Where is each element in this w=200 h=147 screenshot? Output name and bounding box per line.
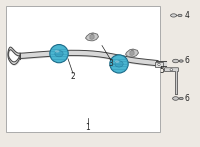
- Ellipse shape: [158, 63, 160, 66]
- Polygon shape: [90, 34, 94, 40]
- Polygon shape: [86, 33, 98, 41]
- Ellipse shape: [50, 45, 68, 63]
- Text: 5: 5: [160, 66, 164, 75]
- Ellipse shape: [115, 61, 123, 67]
- Bar: [6, 6, 160, 132]
- FancyBboxPatch shape: [165, 68, 178, 72]
- Text: 6: 6: [185, 94, 189, 103]
- Text: 4: 4: [185, 11, 189, 20]
- Text: 6: 6: [185, 56, 189, 65]
- Ellipse shape: [55, 50, 63, 57]
- Polygon shape: [126, 49, 138, 57]
- Ellipse shape: [178, 14, 182, 17]
- Ellipse shape: [171, 14, 177, 17]
- Ellipse shape: [115, 61, 119, 63]
- Ellipse shape: [91, 33, 93, 34]
- Text: 3: 3: [109, 59, 113, 68]
- Ellipse shape: [179, 97, 183, 100]
- Ellipse shape: [131, 49, 133, 51]
- Ellipse shape: [173, 59, 179, 63]
- Ellipse shape: [55, 50, 59, 52]
- Polygon shape: [130, 50, 134, 56]
- Text: 1: 1: [86, 123, 90, 132]
- Ellipse shape: [179, 60, 183, 62]
- Ellipse shape: [110, 55, 128, 73]
- Ellipse shape: [170, 69, 173, 71]
- Text: 2: 2: [71, 72, 75, 81]
- Bar: [155, 62, 163, 67]
- Ellipse shape: [173, 97, 179, 100]
